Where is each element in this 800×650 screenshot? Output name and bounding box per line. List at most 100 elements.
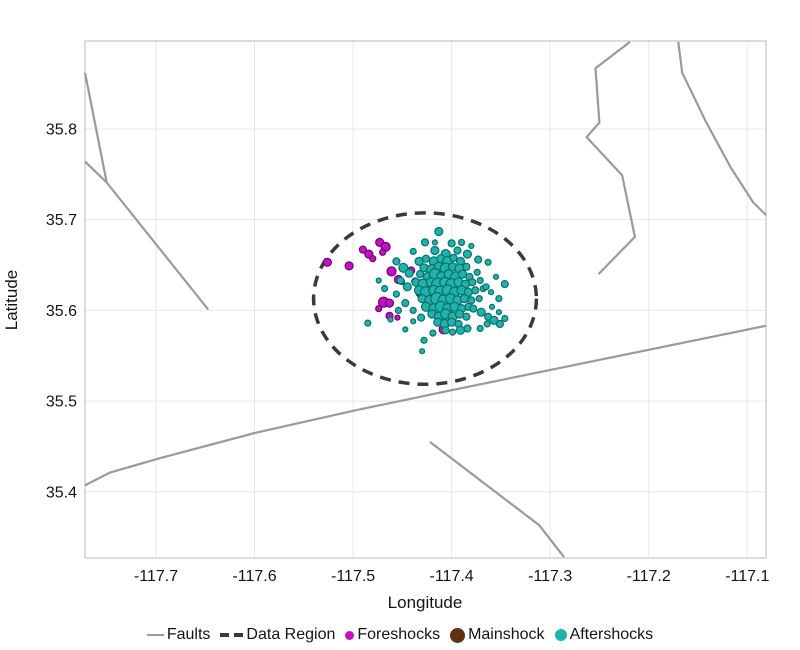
aftershock-point [471,286,480,295]
aftershock-point [431,239,438,246]
aftershock-point [409,306,417,314]
aftershock-point [495,309,502,316]
data-region-ellipse [311,211,539,387]
x-tick-labels: -117.7 -117.6 -117.5 -117.4 -117.3 -117.2 -117… [134,568,770,585]
y-tick-label: 35.7 [46,212,77,229]
foreshock-point [386,266,397,277]
aftershock-point [462,312,471,321]
legend-item-mainshock: Mainshock [450,626,545,644]
aftershock-point [483,320,491,328]
foreshock-point [375,305,383,313]
fault-line [83,72,108,183]
plot-frame [84,40,767,559]
x-tick-label: -117.7 [134,568,178,585]
aftershock-point [409,247,417,255]
foreshock-point [384,298,395,308]
fault-line [677,41,767,216]
x-axis-label: Longitude [388,593,463,612]
fault-line [84,324,767,487]
grid-layer [85,41,766,558]
x-tick-label: -117.3 [528,568,572,585]
legend-label-aftershocks: Aftershocks [569,626,654,643]
aftershock-point [484,258,492,266]
aftershock-point [441,326,450,335]
legend-label-mainshock: Mainshock [468,626,545,643]
aftershock-point [488,303,496,310]
aftershock-point [501,314,509,323]
aftershock-point [495,319,504,329]
aftershock-point [429,329,437,337]
fault-line [585,41,637,275]
aftershock-point [398,262,409,273]
legend-label-faults: Faults [166,626,211,643]
aftershock-point [475,295,483,303]
aftershock-point [457,269,468,279]
foreshock-point [358,245,367,254]
mainshock-dot-swatch [450,627,466,643]
legend-item-data-region: Data Region [220,626,335,644]
aftershock-point [430,245,440,256]
aftershock-point [462,249,472,259]
aftershock-point [394,306,402,314]
aftershocks-layer [364,226,509,355]
aftershock-point [381,285,389,293]
legend-label-foreshocks: Foreshocks [357,626,441,643]
aftershock-point [468,242,475,250]
fault-line [429,441,565,558]
aftershock-point [469,304,478,313]
aftershock-point [410,318,417,325]
foreshock-point [322,257,332,267]
aftershock-point [387,316,394,323]
aftershock-point [467,296,476,305]
aftershocks-dot-swatch [554,629,567,641]
y-axis-label: Latitude [2,270,21,331]
aftershock-point [416,270,425,279]
aftershock-point [447,239,456,248]
aftershock-point [482,283,490,291]
aftershock-point [459,294,469,304]
x-tick-label: -117.2 [627,568,671,585]
fault-line [84,160,210,311]
aftershock-point [420,336,428,344]
foreshocks-layer [322,237,449,335]
foreshock-point [369,255,377,263]
aftershock-point [487,289,495,296]
aftershock-point [421,254,431,263]
aftershock-point [392,257,401,266]
aftershock-point [417,313,426,322]
aftershock-point [492,273,500,280]
aftershock-point [449,253,458,262]
aftershock-point [476,276,484,285]
y-tick-label: 35.4 [46,484,77,501]
foreshock-point [344,261,354,271]
aftershock-point [453,246,462,255]
x-tick-label: -117.5 [331,568,375,585]
legend-label-data-region: Data Region [246,626,336,643]
x-tick-label: -117.6 [232,568,276,585]
aftershock-point [401,299,410,308]
aftershock-point [419,348,426,355]
aftershock-point [462,262,471,271]
aftershock-point [449,328,457,336]
legend-item-aftershocks: Aftershocks [554,626,654,644]
legend: Faults Data Region Foreshocks Mainshock … [0,621,800,649]
aftershock-point [468,278,477,287]
foreshock-point [379,248,387,256]
aftershock-point [495,295,503,303]
aftershock-point [447,317,457,327]
aftershock-point [434,226,444,237]
data-region-dash-swatch [220,633,244,637]
foreshocks-dot-swatch [345,630,355,640]
y-tick-label: 35.5 [46,394,77,411]
aftershock-point [473,268,481,276]
aftershock-point [392,290,400,298]
legend-item-faults: Faults [146,626,211,644]
aftershock-point [404,268,414,278]
aftershock-point [474,255,483,264]
x-tick-label: -117.4 [430,568,474,585]
aftershock-point [364,319,372,327]
aftershock-point [420,238,430,247]
aftershock-point [457,238,466,246]
aftershock-point [396,276,405,285]
dash-icon [220,633,230,637]
